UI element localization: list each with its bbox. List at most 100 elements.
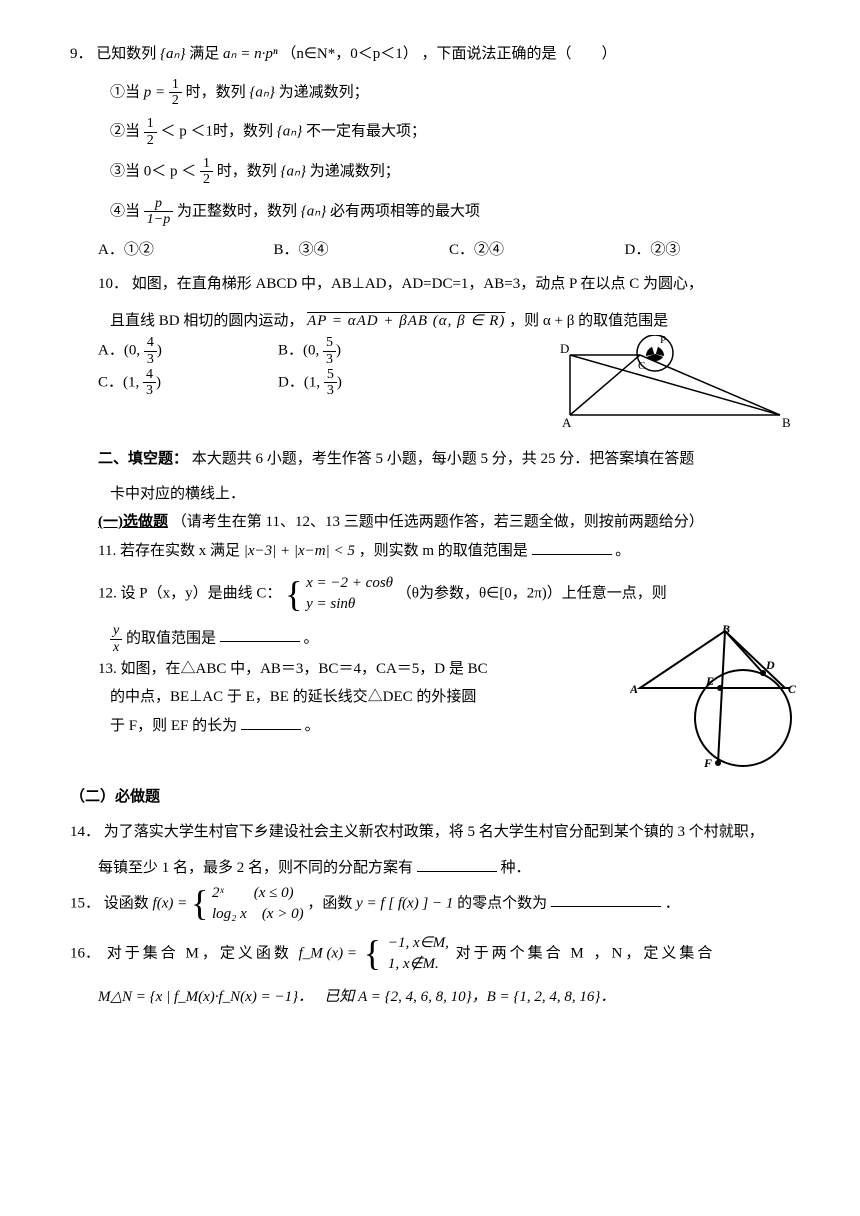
q12-cases: x = −2 + cosθ y = sinθ: [306, 573, 393, 615]
question-13: 13. 如图，在△ABC 中，AB＝3，BC＝4，CA＝5，D 是 BC: [70, 655, 630, 684]
q13-l2: 的中点，BE⊥AC 于 E，BE 的延长线交△DEC 的外接圆: [70, 683, 630, 712]
q15-a: 设函数: [104, 895, 153, 911]
frac-d: 2: [144, 133, 157, 148]
q9-opt-d: D．②③: [625, 236, 801, 265]
blank-12[interactable]: [220, 626, 300, 642]
sec2-title: 二、填空题：: [98, 451, 188, 467]
opt-close: ): [156, 374, 161, 390]
q15-num: 15．: [70, 895, 100, 911]
q9-stmt-1: ①当 p = 12 时，数列 {aₙ} 为递减数列；: [70, 77, 800, 109]
q9-stem-c: ，下面说法正确的是（ ）: [422, 46, 617, 62]
label-B: B: [782, 415, 791, 430]
q12-line2: yx 的取值范围是 。: [70, 623, 630, 655]
frac-n: 5: [324, 367, 337, 383]
q9-s4b: 为正整数时，数列: [177, 203, 297, 219]
label-C: C: [788, 682, 797, 696]
frac-n: y: [110, 623, 122, 639]
q12-a: 设 P（x，y）是曲线 C：: [121, 586, 282, 602]
q10-opt-d: D．(1, 53): [278, 367, 458, 399]
section-2b: （二）必做题: [70, 783, 800, 812]
q15-c1: 2ˣ: [212, 885, 224, 901]
q9-s2a: ②当: [110, 124, 140, 140]
q14-line2: 每镇至少 1 名，最多 2 名，则不同的分配方案有 种．: [70, 854, 800, 883]
blank-13[interactable]: [241, 714, 301, 730]
q15-b: ，函数: [307, 895, 356, 911]
q10-figure: A B C D P: [560, 335, 800, 435]
question-11: 11. 若存在实数 x 满足 |x−3| + |x−m| < 5 ，则实数 m …: [70, 537, 800, 566]
question-14: 14． 为了落实大学生村官下乡建设社会主义新农村政策，将 5 名大学生村官分配到…: [70, 818, 800, 847]
frac: 53: [323, 335, 336, 367]
q9-stmt-3: ③当 0＜ p ＜ 12 时，数列 {aₙ} 为递减数列；: [70, 156, 800, 188]
frac-d: 3: [323, 352, 336, 367]
q13-l3: 于 F，则 EF 的长为: [110, 718, 237, 734]
brace-icon: {: [191, 887, 208, 919]
q9-s3a: ③当 0＜ p ＜: [110, 163, 196, 179]
frac-d: x: [110, 640, 122, 655]
q9-options: A．①② B．③④ C．②④ D．②③: [70, 236, 800, 265]
q12-num: 12.: [98, 586, 117, 602]
q9-s3c: 为递减数列；: [310, 163, 400, 179]
q10-opts-row2: C．(1, 43) D．(1, 53): [70, 367, 560, 399]
q15-cases: 2ˣ (x ≤ 0) log₂ x (x > 0): [212, 883, 304, 925]
frac-n: 1: [169, 77, 182, 93]
label-A: A: [562, 415, 572, 430]
brace-icon: {: [285, 578, 302, 610]
blank-14[interactable]: [417, 856, 497, 872]
q12-cx: x = −2 + cosθ: [306, 575, 393, 591]
blank-11[interactable]: [532, 539, 612, 555]
q9-seq-4: {aₙ}: [301, 203, 326, 219]
q16-c1: −1, x∈M,: [388, 935, 449, 951]
question-15: 15． 设函数 f(x) = { 2ˣ (x ≤ 0) log₂ x (x > …: [70, 883, 800, 925]
opt-text: B．(0,: [278, 342, 323, 358]
q16-l2b: 已知 A = {2, 4, 6, 8, 10}，B = {1, 2, 4, 8,…: [324, 989, 615, 1005]
q14-num: 14．: [70, 824, 100, 840]
fraction-p: p1−p: [144, 196, 173, 228]
frac-n: 4: [143, 367, 156, 383]
q15-g: y = f [ f(x) ] − 1: [356, 895, 453, 911]
sec2-sub1rest: （请考生在第 11、12、13 三题中任选两题作答，若三题全做，则按前两题给分）: [172, 514, 704, 530]
q13-l1: 如图，在△ABC 中，AB＝3，BC＝4，CA＝5，D 是 BC: [121, 661, 488, 677]
sec2-rest2: 卡中对应的横线上．: [70, 480, 800, 509]
q10-num: 10．: [98, 276, 128, 292]
frac-d: 2: [169, 93, 182, 108]
frac-n: 1: [144, 116, 157, 132]
q15-end: ．: [665, 895, 680, 911]
q9-seq: {aₙ}: [160, 46, 185, 62]
label-E: E: [705, 674, 714, 688]
q9-num: 9．: [70, 46, 93, 62]
frac-d: 3: [144, 352, 157, 367]
q16-cases: −1, x∈M, 1, x∉M.: [388, 933, 449, 975]
q9-s2b: ＜ p ＜1时，数列: [161, 124, 274, 140]
fraction-half: 12: [169, 77, 182, 109]
section-2-heading: 二、填空题： 本大题共 6 小题，考生作答 5 小题，每小题 5 分，共 25 …: [70, 445, 800, 474]
q13-num: 13.: [98, 661, 117, 677]
question-12: 12. 设 P（x，y）是曲线 C： { x = −2 + cosθ y = s…: [70, 573, 800, 615]
q9-stmt-2: ②当 12 ＜ p ＜1时，数列 {aₙ} 不一定有最大项；: [70, 116, 800, 148]
opt-close: ): [337, 374, 342, 390]
q9-stmt-4: ④当 p1−p 为正整数时，数列 {aₙ} 必有两项相等的最大项: [70, 196, 800, 228]
frac-n: 1: [200, 156, 213, 172]
frac-n: 5: [323, 335, 336, 351]
q10-opt-c: C．(1, 43): [98, 367, 278, 399]
q16-line2: M△N = {x | f_M(x)·f_N(x) = −1}． 已知 A = {…: [70, 983, 800, 1012]
q10-body: A．(0, 43) B．(0, 53) C．(1, 43) D．(1, 53): [70, 335, 800, 435]
opt-text: C．(1,: [98, 374, 143, 390]
brace-icon: {: [364, 937, 381, 969]
q12-13-row: yx 的取值范围是 。 13. 如图，在△ABC 中，AB＝3，BC＝4，CA＝…: [70, 623, 800, 773]
q13-figure: A B C D E F: [630, 623, 800, 773]
q16-l2a: M△N = {x | f_M(x)·f_N(x) = −1}．: [98, 989, 313, 1005]
q16-num: 16．: [70, 945, 100, 961]
q9-s1p: p =: [144, 84, 165, 100]
question-10: 10． 如图，在直角梯形 ABCD 中，AB⊥AD，AD=DC=1，AB=3，动…: [70, 270, 800, 299]
label-B: B: [721, 623, 730, 636]
blank-15[interactable]: [551, 891, 661, 907]
q14-a: 为了落实大学生村官下乡建设社会主义新农村政策，将 5 名大学生村官分配到某个镇的…: [104, 824, 764, 840]
q12-cy: y = sinθ: [306, 596, 355, 612]
opt-close: ): [157, 342, 162, 358]
fraction-half-2: 12: [144, 116, 157, 148]
q16-c2: 1, x∉M.: [388, 956, 439, 972]
q9-seq-3: {aₙ}: [281, 163, 306, 179]
q11-b: ，则实数 m 的取值范围是: [359, 543, 528, 559]
q9-seq-2: {aₙ}: [277, 124, 302, 140]
q9-s3b: 时，数列: [217, 163, 277, 179]
